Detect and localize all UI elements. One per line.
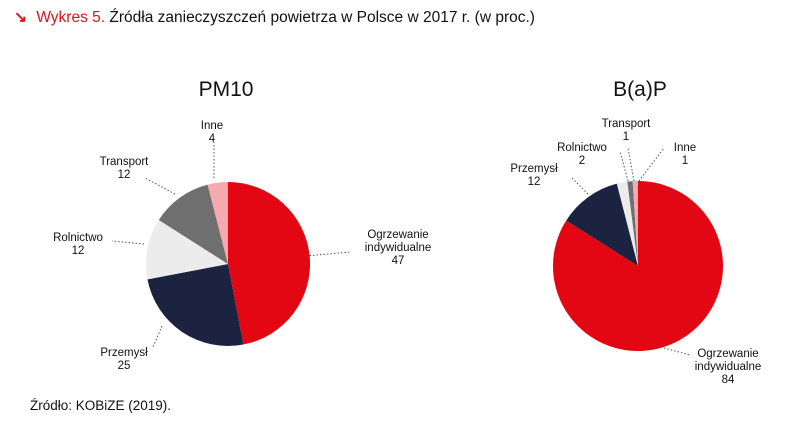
bap-chart-title: B(a)P <box>613 78 667 101</box>
bap-label-przemysl: Przemysł 12 <box>510 163 558 188</box>
bap-leader-rolnictwo <box>619 150 629 182</box>
figure-label: Wykres 5. <box>36 9 106 26</box>
bap-label-ogrzewanie-indywidualne: Ogrzewanie indywidualne 84 <box>695 348 762 386</box>
bap-leader-ogrzewanie-indywidualne <box>663 347 691 356</box>
pm10-slice-przemysl <box>147 264 244 347</box>
bap-leader-przemysl <box>571 177 589 195</box>
pm10-leader-ogrzewanie-indywidualne <box>305 251 351 257</box>
bap-label-inne: Inne 1 <box>674 142 696 167</box>
pm10-label-inne: Inne 4 <box>201 120 223 145</box>
pm10-slice-ogrzewanie-indywidualne <box>228 182 311 345</box>
pm10-slice-inne <box>207 182 228 264</box>
pm10-label-rolnictwo: Rolnictwo 12 <box>53 232 103 257</box>
bap-leader-transport <box>627 147 635 182</box>
figure-title: Źródła zanieczyszczeń powietrza w Polsce… <box>109 9 535 26</box>
pm10-leader-rolnictwo <box>111 240 145 245</box>
bap-slice-rolnictwo <box>616 181 638 266</box>
arrow-down-right-icon: ↘ <box>14 9 27 26</box>
pm10-label-ogrzewanie-indywidualne: Ogrzewanie indywidualne 47 <box>365 229 432 267</box>
bap-label-rolnictwo: Rolnictwo 2 <box>557 142 607 167</box>
pm10-label-przemysl: Przemysł 25 <box>100 347 148 372</box>
pm10-leader-przemysl <box>152 325 163 348</box>
pm10-slice-rolnictwo <box>145 220 228 280</box>
pm10-chart-title: PM10 <box>198 78 254 101</box>
figure-header: ↘ Wykres 5. Źródła zanieczyszczeń powiet… <box>14 8 535 27</box>
bap-slice-przemysl <box>566 183 638 266</box>
bap-slice-inne <box>632 181 638 266</box>
source-note: Źródło: KOBiZE (2019). <box>30 398 172 413</box>
bap-slice-ogrzewanie-indywidualne <box>552 181 723 351</box>
bap-leader-inne <box>638 147 665 182</box>
pm10-leader-transport <box>144 177 176 195</box>
pm10-slice-transport <box>158 184 228 264</box>
pm10-label-transport: Transport 12 <box>100 156 150 181</box>
bap-label-transport: Transport 1 <box>602 118 652 143</box>
bap-slice-transport <box>627 181 638 266</box>
